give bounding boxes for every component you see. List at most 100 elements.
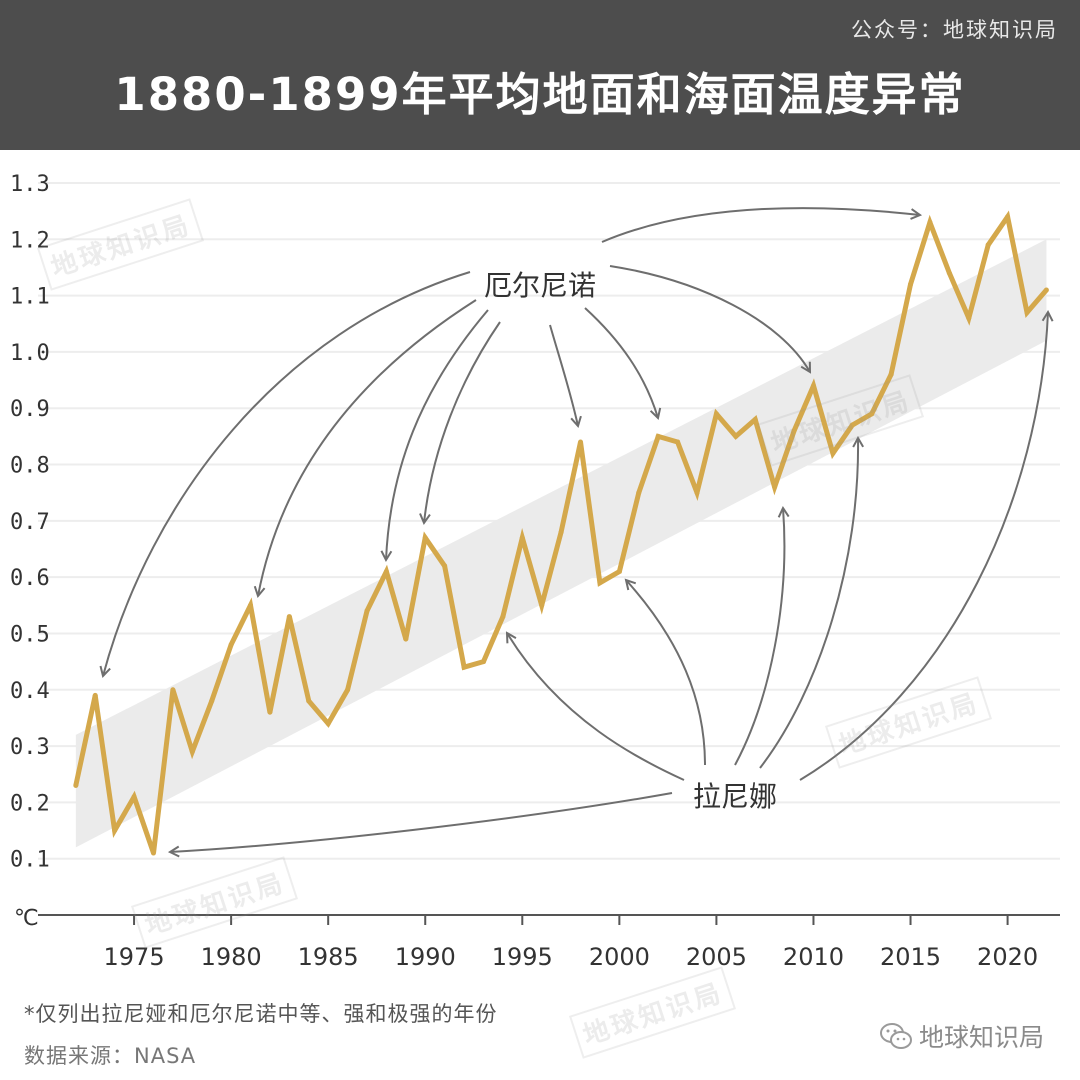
footnote: *仅列出拉尼娅和厄尔尼诺中等、强和极强的年份 <box>24 1002 498 1026</box>
header-bar: 公众号：地球知识局 1880-1899年平均地面和海面温度异常 <box>0 0 1080 150</box>
data-point <box>442 563 448 569</box>
y-tick-label: 0.8 <box>10 454 50 479</box>
data-point <box>267 709 273 715</box>
data-point <box>306 698 312 704</box>
el-nino-arrow <box>103 271 471 676</box>
el-nino-arrow <box>601 207 920 243</box>
data-point <box>92 692 98 698</box>
data-point <box>403 636 409 642</box>
y-tick-label: 1.0 <box>10 341 50 366</box>
y-tick-label: 1.3 <box>10 172 50 197</box>
data-point <box>539 602 545 608</box>
la-nina-arrow <box>507 633 685 781</box>
data-point <box>1024 310 1030 316</box>
x-tick-label: 1975 <box>104 943 165 971</box>
y-tick-label: 0.5 <box>10 622 50 647</box>
chart-title: 1880-1899年平均地面和海面温度异常 <box>114 68 966 121</box>
x-tick-label: 2020 <box>977 943 1038 971</box>
data-point <box>1005 214 1011 220</box>
y-tick-label: 0.1 <box>10 848 50 873</box>
brand: 地球知识局 <box>879 1018 1044 1054</box>
data-point <box>209 698 215 704</box>
data-point <box>810 383 816 389</box>
la-nina-arrow <box>759 438 858 769</box>
el-nino-arrow <box>584 307 658 418</box>
data-point <box>597 580 603 586</box>
data-point <box>675 439 681 445</box>
data-point <box>888 371 894 377</box>
la-nina-arrow <box>170 792 673 852</box>
x-tick-label: 2010 <box>783 943 844 971</box>
data-point <box>830 450 836 456</box>
data-point <box>733 433 739 439</box>
trend-band <box>75 239 1047 848</box>
data-point <box>1043 287 1049 293</box>
y-tick-label: 1.2 <box>10 228 50 253</box>
data-point <box>461 664 467 670</box>
data-point <box>752 416 758 422</box>
x-tick-label: 2005 <box>686 943 747 971</box>
data-point <box>655 433 661 439</box>
la-nina-label: 拉尼娜 <box>693 780 777 813</box>
brand-name: 地球知识局 <box>918 1023 1044 1052</box>
data-point <box>112 828 118 834</box>
data-point <box>791 428 797 434</box>
data-point <box>966 315 972 321</box>
el-nino-arrow <box>386 309 489 560</box>
data-point <box>345 687 351 693</box>
data-point <box>500 614 506 620</box>
data-point <box>73 782 79 788</box>
data-point <box>519 535 525 541</box>
el-nino-label: 厄尔尼诺 <box>484 269 596 302</box>
data-point <box>713 411 719 417</box>
data-source: 数据来源：NASA <box>24 1044 197 1068</box>
data-point <box>849 422 855 428</box>
data-point <box>908 281 914 287</box>
x-tick-label: 1995 <box>492 943 553 971</box>
la-nina-arrow <box>626 580 706 766</box>
data-point <box>383 569 389 575</box>
data-point <box>558 529 564 535</box>
data-point <box>286 614 292 620</box>
y-tick-label: 0.3 <box>10 735 50 760</box>
y-tick-label: 0.2 <box>10 791 50 816</box>
la-nina-arrow <box>734 508 784 766</box>
x-tick-label: 1985 <box>298 943 359 971</box>
data-point <box>985 242 991 248</box>
data-point <box>131 794 137 800</box>
y-tick-label: 0.4 <box>10 679 50 704</box>
el-nino-arrow <box>609 265 810 372</box>
data-point <box>248 602 254 608</box>
data-point <box>189 749 195 755</box>
account-name: 公众号：地球知识局 <box>851 18 1058 42</box>
data-point <box>364 608 370 614</box>
data-point <box>772 484 778 490</box>
y-tick-label: 0.7 <box>10 510 50 535</box>
el-nino-arrow <box>424 321 501 523</box>
data-point <box>150 850 156 856</box>
data-point <box>927 219 933 225</box>
data-point <box>636 490 642 496</box>
data-point <box>946 270 952 276</box>
data-point <box>578 439 584 445</box>
y-tick-label: 1.1 <box>10 285 50 310</box>
data-point <box>325 721 331 727</box>
y-axis-unit: ℃ <box>14 906 39 931</box>
x-tick-label: 1990 <box>395 943 456 971</box>
data-point <box>694 490 700 496</box>
el-nino-arrow <box>258 299 477 596</box>
la-nina-arrow <box>799 312 1048 781</box>
data-point <box>422 535 428 541</box>
data-point <box>616 569 622 575</box>
y-tick-label: 0.9 <box>10 397 50 422</box>
el-nino-arrow <box>549 324 578 426</box>
data-point <box>170 687 176 693</box>
data-point <box>869 411 875 417</box>
wechat-icon <box>879 1023 912 1049</box>
x-tick-label: 1980 <box>201 943 262 971</box>
x-tick-label: 2000 <box>589 943 650 971</box>
chart-canvas: 0.1 0.2 0.3 0.4 0.5 0.6 0.7 0.8 0.9 1.0 1.1 1.2 1.3 ℃… <box>10 172 1060 971</box>
data-point <box>228 642 234 648</box>
x-tick-label: 2015 <box>880 943 941 971</box>
data-point <box>480 659 486 665</box>
